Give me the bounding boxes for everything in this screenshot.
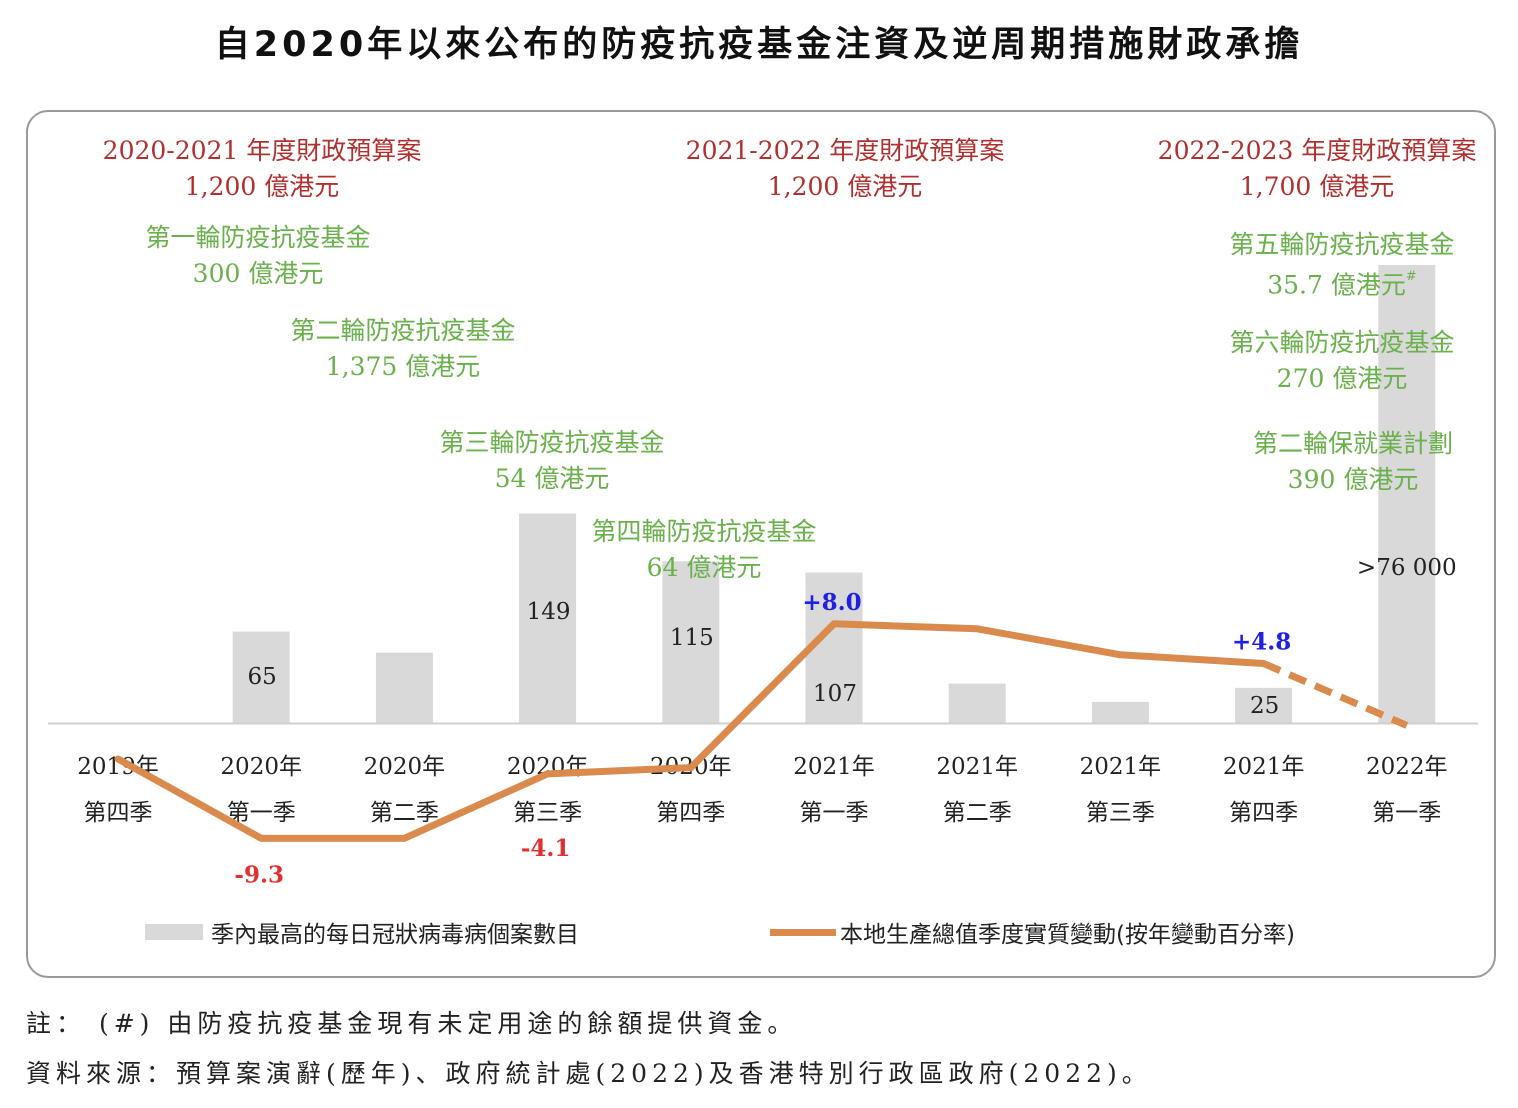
legend-line-swatch bbox=[770, 928, 836, 936]
bar-8 bbox=[1235, 687, 1293, 723]
x-tick-quarter-9: 第一季 bbox=[1372, 800, 1441, 826]
gdp-value-label-5: +8.0 bbox=[802, 589, 861, 616]
legend-bar: 季內最高的每日冠狀病毒病個案數目 bbox=[145, 915, 579, 949]
bar-2 bbox=[375, 652, 433, 723]
x-tick-quarter-8: 第四季 bbox=[1229, 800, 1298, 826]
footnote-mark: # bbox=[1405, 269, 1417, 284]
budget-annotation-2022: 2022-2023 年度財政預算案 1,700 億港元 bbox=[1157, 136, 1477, 201]
fund-annotation-round5: 第五輪防疫抗疫基金 35.7 億港元# bbox=[1229, 230, 1455, 300]
bar-7 bbox=[1091, 701, 1149, 723]
x-tick-quarter-5: 第一季 bbox=[800, 800, 869, 826]
bar-value-label-1: 65 bbox=[248, 664, 277, 690]
gdp-line-solid bbox=[114, 620, 1268, 842]
x-tick-year-6: 2021年 bbox=[936, 754, 1018, 780]
x-tick-quarter-7: 第三季 bbox=[1086, 800, 1155, 826]
x-tick-year-2: 2020年 bbox=[364, 754, 446, 780]
bar-6 bbox=[948, 683, 1006, 723]
x-tick-year-5: 2021年 bbox=[793, 754, 875, 780]
legend-line: 本地生產總值季度實質變動(按年變動百分率) bbox=[770, 915, 1295, 949]
gdp-value-label-3: -4.1 bbox=[521, 835, 571, 862]
bar-1 bbox=[232, 631, 290, 723]
bar-9 bbox=[1378, 265, 1436, 723]
chart-panel bbox=[26, 110, 1496, 978]
x-tick-year-7: 2021年 bbox=[1080, 754, 1162, 780]
gdp-value-label-1: -9.3 bbox=[234, 861, 284, 888]
fund-annotation-round3: 第三輪防疫抗疫基金 54 億港元 bbox=[439, 428, 665, 493]
x-tick-year-9: 2022年 bbox=[1366, 754, 1448, 780]
x-tick-quarter-0: 第四季 bbox=[84, 800, 153, 826]
fund-annotation-round2: 第二輪防疫抗疫基金 1,375 億港元 bbox=[290, 316, 516, 381]
fund-annotation-round4: 第四輪防疫抗疫基金 64 億港元 bbox=[591, 517, 817, 582]
x-tick-quarter-6: 第二季 bbox=[943, 800, 1012, 826]
bar-4 bbox=[662, 561, 720, 723]
budget-annotation-2021: 2021-2022 年度財政預算案 1,200 億港元 bbox=[685, 136, 1005, 201]
bar-value-label-5: 107 bbox=[813, 681, 857, 707]
x-tick-year-8: 2021年 bbox=[1223, 754, 1305, 780]
x-tick-quarter-4: 第四季 bbox=[656, 800, 725, 826]
legend-bar-swatch bbox=[145, 924, 203, 940]
fund-annotation-round6: 第六輪防疫抗疫基金 270 億港元 bbox=[1229, 328, 1455, 393]
source-note: 資料來源：預算案演辭(歷年)、政府統計處(2022)及香港特別行政區政府(202… bbox=[26, 1059, 1152, 1088]
bar-value-label-3: 149 bbox=[527, 599, 571, 625]
x-tick-quarter-3: 第三季 bbox=[513, 800, 582, 826]
x-tick-quarter-2: 第二季 bbox=[370, 800, 439, 826]
bar-value-label-4: 115 bbox=[670, 625, 714, 651]
bar-3 bbox=[519, 513, 577, 723]
bar-value-label-9: >76 000 bbox=[1357, 555, 1457, 581]
bar-value-label-8: 25 bbox=[1250, 693, 1279, 719]
budget-annotation-2020: 2020-2021 年度財政預算案 1,200 億港元 bbox=[102, 136, 422, 201]
gdp-value-label-8: +4.8 bbox=[1232, 628, 1291, 655]
footnote: 註： (#) 由防疫抗疫基金現有未定用途的餘額提供資金。 bbox=[26, 1009, 798, 1038]
chart-title: 自2020年以來公布的防疫抗疫基金注資及逆周期措施財政承擔 bbox=[214, 25, 1304, 65]
x-tick-year-1: 2020年 bbox=[220, 754, 302, 780]
fund-annotation-employment-support: 第二輪保就業計劃 390 億港元 bbox=[1252, 429, 1454, 494]
fund-annotation-round1: 第一輪防疫抗疫基金 300 億港元 bbox=[145, 223, 371, 288]
